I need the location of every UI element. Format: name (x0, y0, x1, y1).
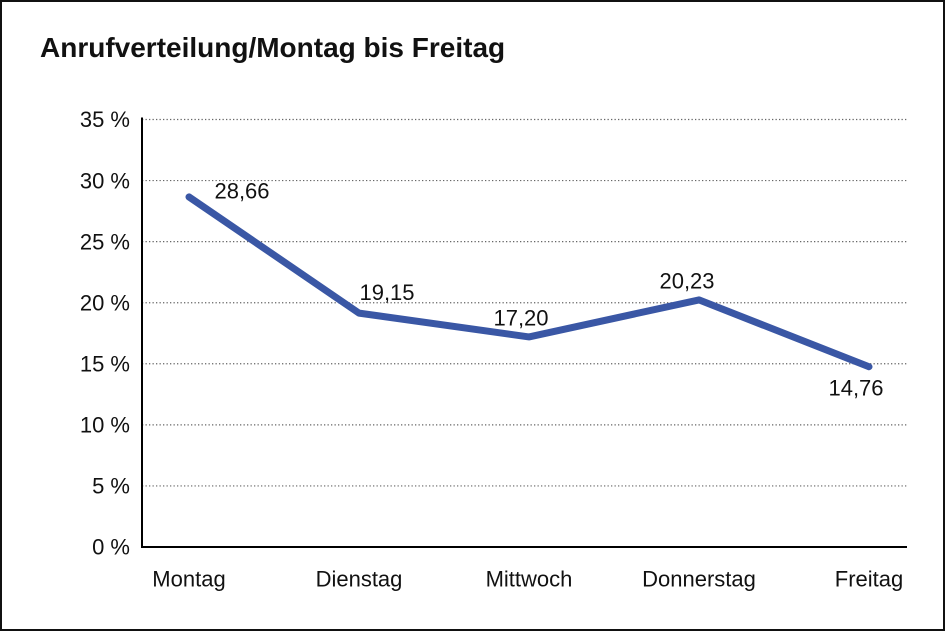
data-line (185, 193, 873, 371)
y-tick-label: 5 % (92, 474, 130, 499)
y-tick-label: 0 % (92, 535, 130, 560)
data-point-label: 28,66 (214, 179, 269, 204)
x-category-label: Donnerstag (642, 567, 756, 592)
data-point-label: 14,76 (828, 375, 883, 400)
y-tick-label: 30 % (80, 168, 130, 193)
x-category-label: Mittwoch (486, 567, 573, 592)
y-tick-label: 25 % (80, 229, 130, 254)
x-category-label: Dienstag (316, 567, 403, 592)
data-point-label: 20,23 (659, 269, 714, 294)
data-point-label: 19,15 (359, 280, 414, 305)
x-category-label: Montag (152, 567, 225, 592)
x-category-label: Freitag (835, 567, 903, 592)
data-point-label: 17,20 (493, 306, 548, 331)
y-tick-label: 35 % (80, 107, 130, 132)
y-tick-label: 20 % (80, 290, 130, 315)
y-tick-label: 15 % (80, 351, 130, 376)
chart-title: Anrufverteilung/Montag bis Freitag (40, 32, 506, 63)
y-tick-label: 10 % (80, 413, 130, 438)
